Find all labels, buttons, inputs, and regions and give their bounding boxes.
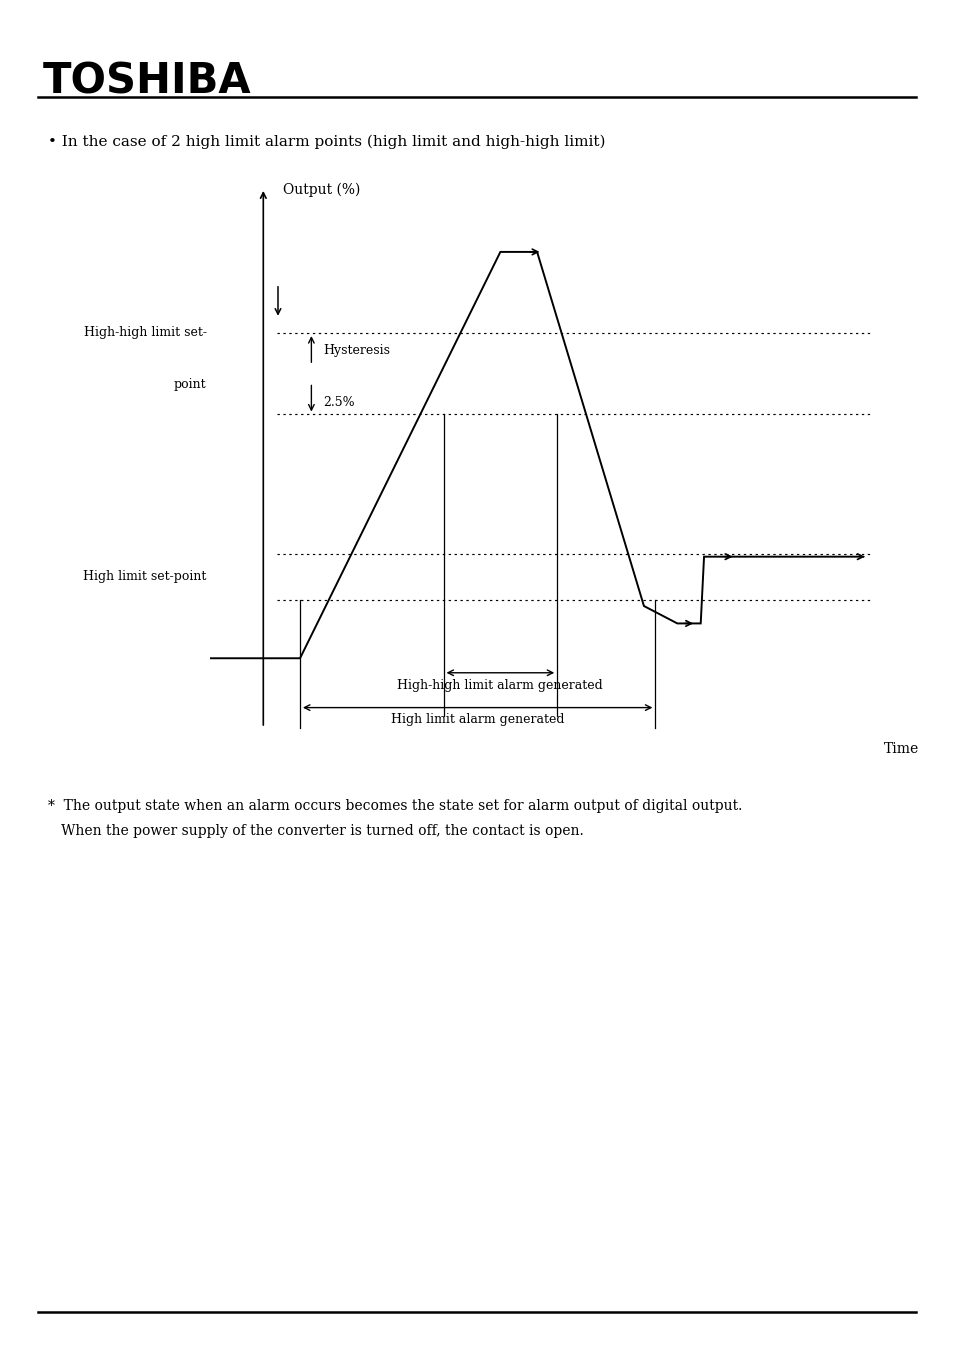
Text: Hysteresis: Hysteresis: [323, 344, 390, 358]
Text: High-high limit alarm generated: High-high limit alarm generated: [397, 679, 602, 691]
Text: Time: Time: [883, 743, 919, 756]
Text: Output (%): Output (%): [283, 182, 360, 197]
Text: 2.5%: 2.5%: [323, 397, 355, 409]
Text: • In the case of 2 high limit alarm points (high limit and high-high limit): • In the case of 2 high limit alarm poin…: [48, 135, 604, 150]
Text: High-high limit set-: High-high limit set-: [84, 325, 206, 339]
Text: When the power supply of the converter is turned off, the contact is open.: When the power supply of the converter i…: [48, 824, 583, 837]
Text: High limit alarm generated: High limit alarm generated: [391, 713, 564, 726]
Text: point: point: [173, 378, 206, 392]
Text: TOSHIBA: TOSHIBA: [43, 61, 252, 103]
Text: High limit set-point: High limit set-point: [83, 571, 206, 583]
Text: *  The output state when an alarm occurs becomes the state set for alarm output : * The output state when an alarm occurs …: [48, 799, 741, 813]
